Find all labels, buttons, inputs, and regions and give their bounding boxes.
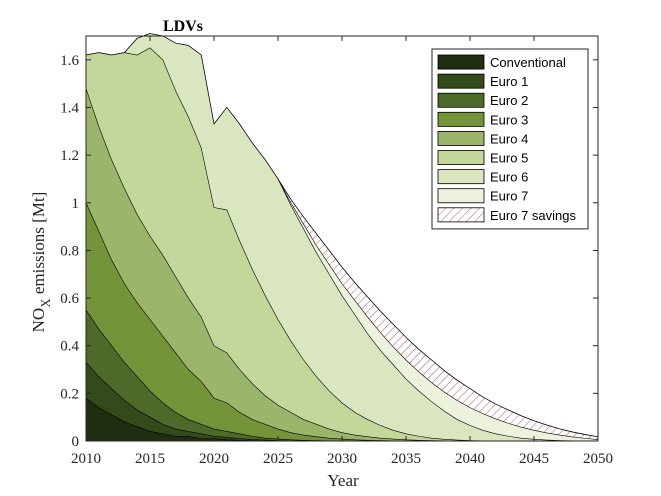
legend-swatch — [437, 54, 485, 70]
legend-label: Euro 7 savings — [490, 208, 576, 223]
legend: Conventional Euro 1 Euro 2 Euro 3 Euro 4 Euro… — [431, 48, 589, 230]
legend-swatch — [437, 207, 485, 223]
y-tick-label: 0.4 — [60, 339, 79, 355]
legend-swatch — [437, 169, 485, 185]
x-tick-label: 2035 — [391, 451, 421, 467]
chart-title: LDVs — [163, 18, 203, 35]
y-axis-title: NOX emissions [Mt] — [29, 192, 53, 333]
x-tick-label: 2050 — [583, 451, 613, 467]
legend-label: Euro 6 — [490, 170, 528, 185]
y-tick-label: 1 — [72, 196, 80, 212]
legend-label: Euro 5 — [490, 151, 528, 166]
legend-swatch — [437, 92, 485, 108]
legend-label: Euro 1 — [490, 74, 528, 89]
legend-swatch — [437, 111, 485, 127]
legend-label: Euro 4 — [490, 131, 528, 146]
y-tick-label: 0 — [72, 434, 80, 450]
legend-swatch — [437, 130, 485, 146]
y-tick-label: 0.2 — [60, 386, 79, 402]
y-tick-label: 1.4 — [60, 100, 79, 116]
axes: 2010 2015 2020 2025 2030 2035 2040 2045 2050 0 0.2… — [60, 35, 613, 467]
x-tick-label: 2030 — [327, 451, 357, 467]
x-tick-label: 2025 — [263, 451, 293, 467]
legend-label: Euro 3 — [490, 112, 528, 127]
x-tick-label: 2015 — [135, 451, 165, 467]
x-tick-label: 2045 — [519, 451, 549, 467]
y-tick-label: 0.8 — [60, 243, 79, 259]
x-tick-label: 2040 — [455, 451, 485, 467]
legend-swatch — [437, 150, 485, 166]
x-axis-title: Year — [327, 471, 359, 490]
y-tick-label: 1.2 — [60, 148, 79, 164]
legend-label: Conventional — [490, 55, 566, 70]
x-tick-label: 2010 — [71, 451, 101, 467]
x-tick-label: 2020 — [199, 451, 229, 467]
legend-label: Euro 2 — [490, 93, 528, 108]
legend-label: Euro 7 — [490, 189, 528, 204]
legend-swatch — [437, 188, 485, 204]
legend-swatch — [437, 73, 485, 89]
y-tick-label: 1.6 — [60, 53, 79, 69]
y-tick-label: 0.6 — [60, 291, 79, 307]
